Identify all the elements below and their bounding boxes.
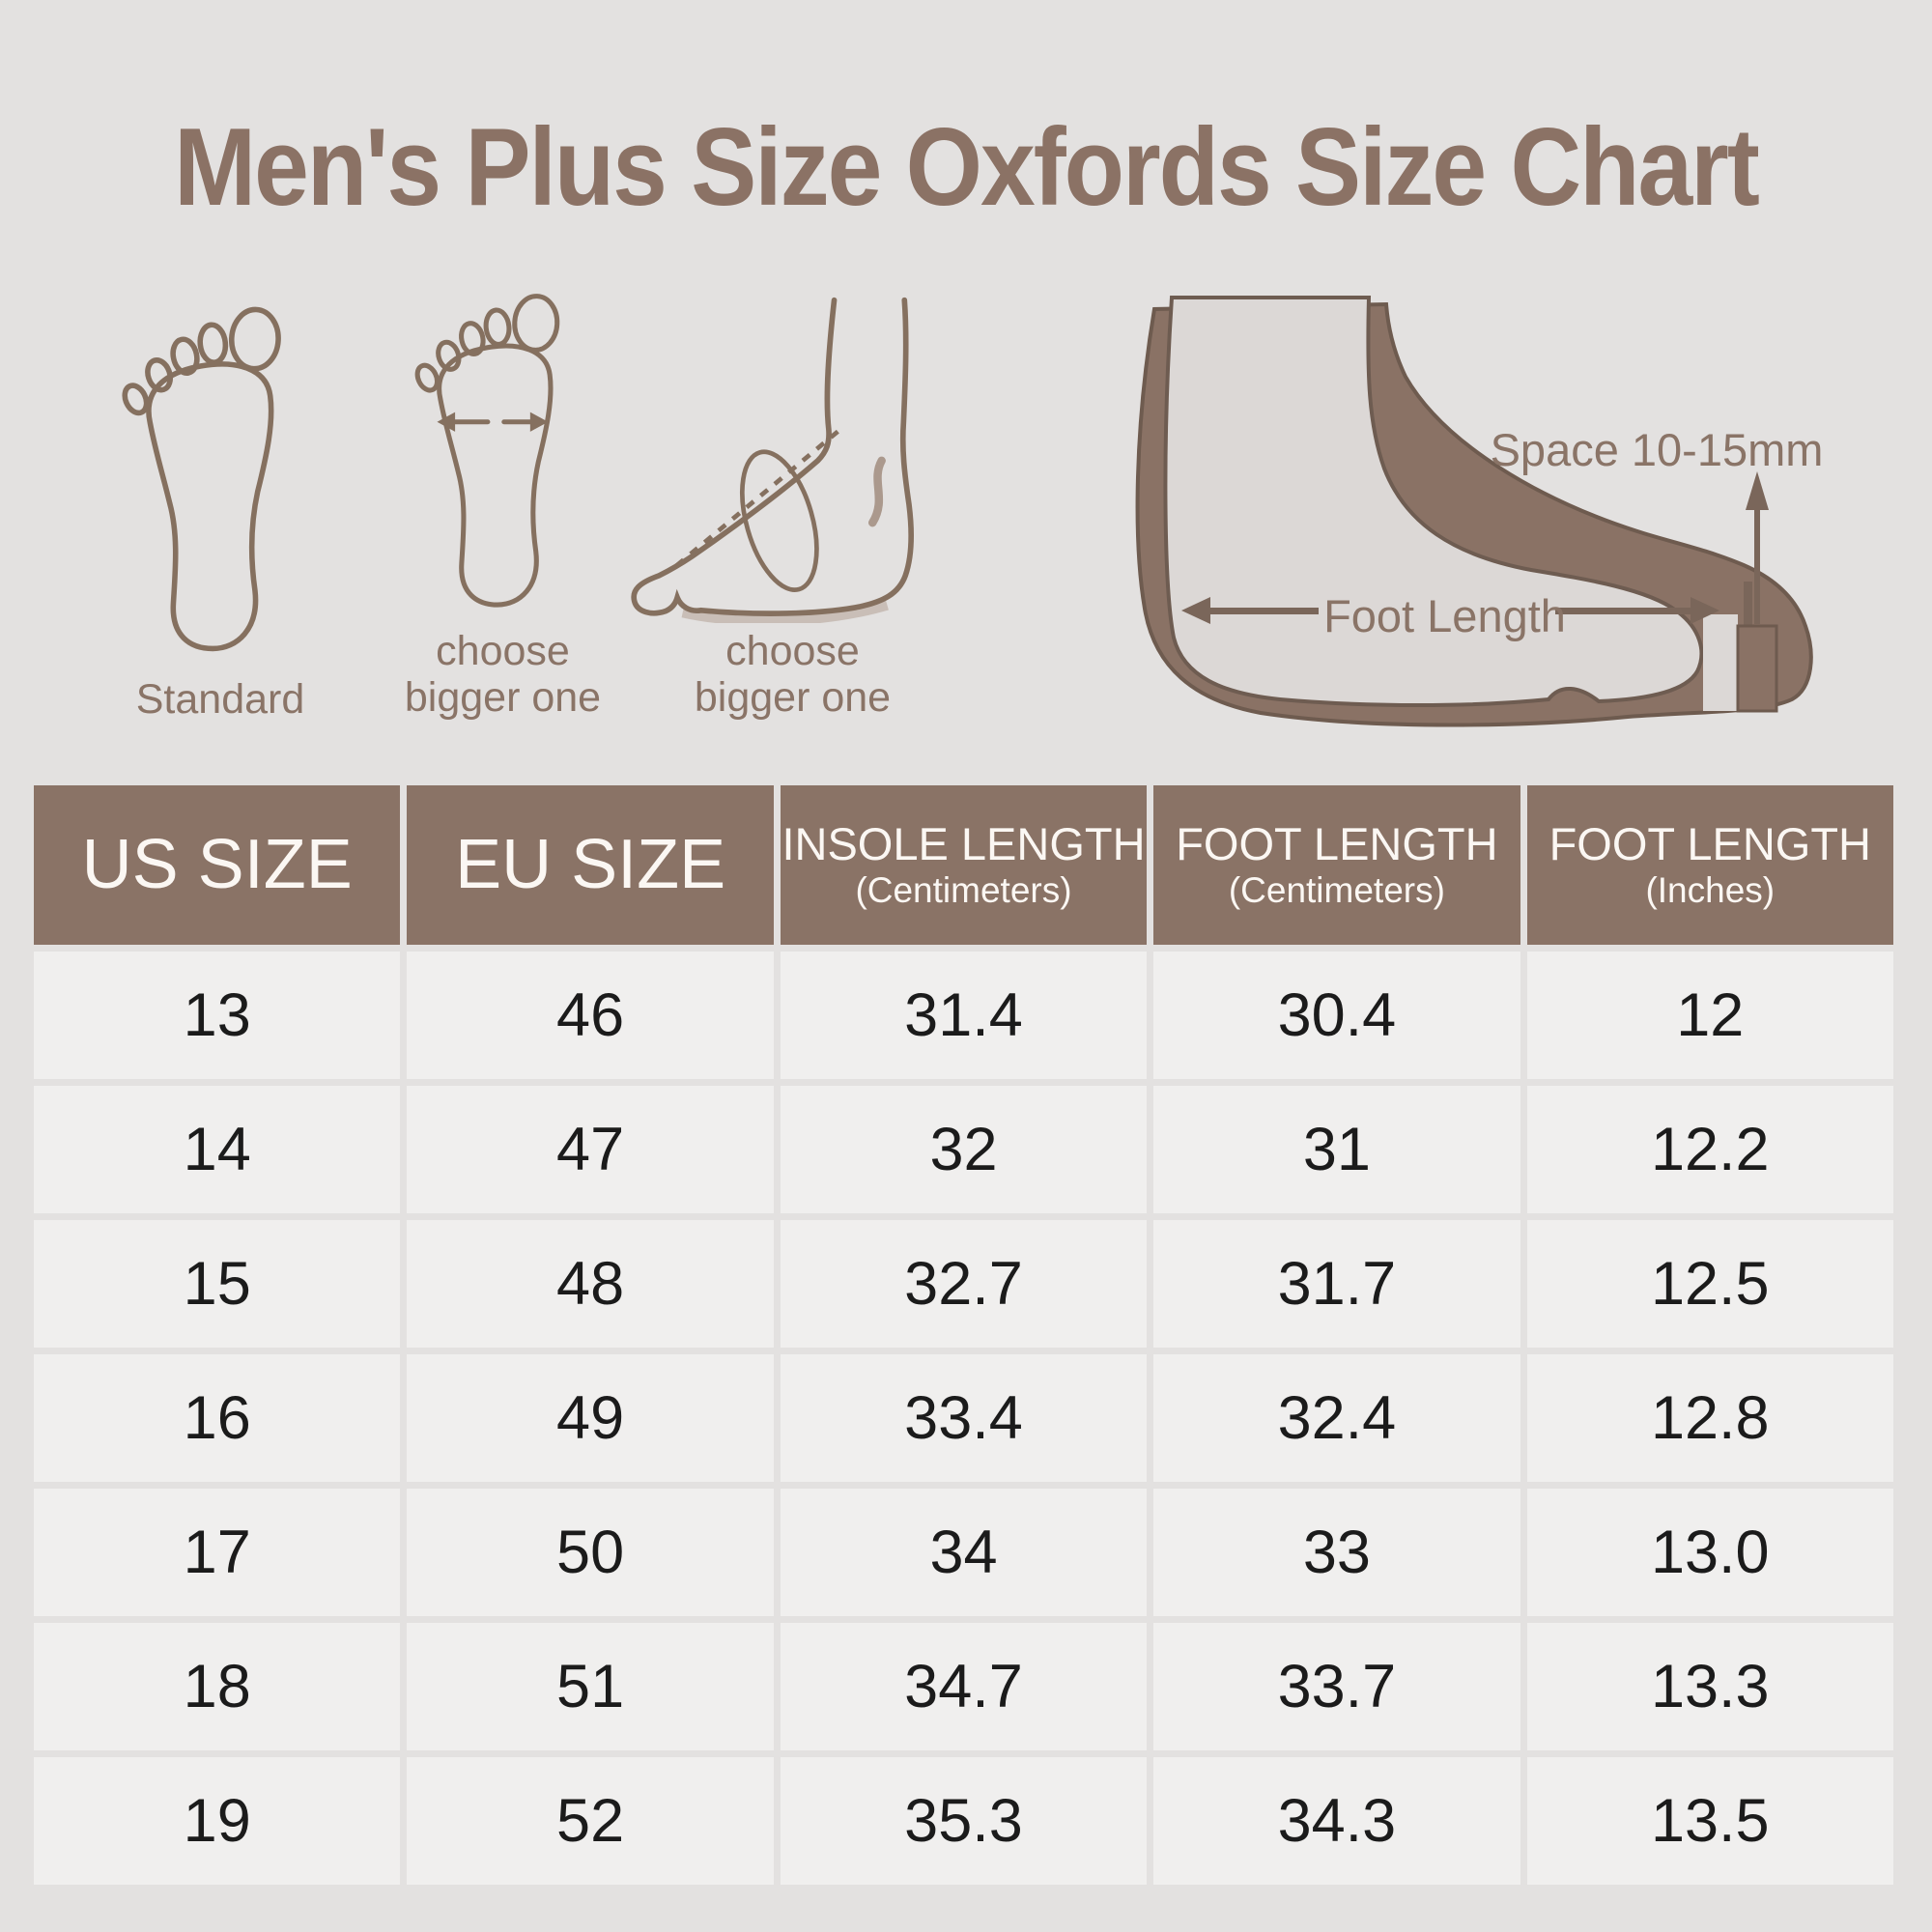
shoe-cross-section-icon [1135,296,1813,727]
table-cell: 32.4 [1153,1354,1520,1482]
column-title: INSOLE LENGTH [781,818,1146,870]
table-cell: 34 [780,1489,1148,1616]
foot-instep-label: choose bigger one [694,628,892,722]
table-cell: 33.4 [780,1354,1148,1482]
table-cell: 18 [34,1623,401,1750]
table-cell: 12 [1526,952,1893,1079]
table-cell: 31 [1153,1086,1520,1213]
size-table: US SIZE EU SIZE INSOLE LENGTH (Centimete… [34,785,1893,1885]
table-cell: 12.8 [1526,1354,1893,1482]
table-cell: 17 [34,1489,401,1616]
table-cell: 32.7 [780,1220,1148,1348]
foot-sole-icon [122,306,281,652]
table-cell: 13 [34,952,401,1079]
column-subtitle: (Centimeters) [855,870,1072,911]
table-cell: 34.7 [780,1623,1148,1750]
table-cell: 13.5 [1526,1757,1893,1885]
table-cell: 51 [407,1623,774,1750]
table-cell: 14 [34,1086,401,1213]
foot-side-view-icon [631,297,915,623]
table-cell: 19 [34,1757,401,1885]
table-cell: 30.4 [1153,952,1520,1079]
column-title: FOOT LENGTH [1176,818,1498,870]
table-cell: 34.3 [1153,1757,1520,1885]
column-title: EU SIZE [455,826,726,904]
foot-width-arrows-icon [414,294,560,608]
column-header-foot-length-cm: FOOT LENGTH (Centimeters) [1153,785,1520,945]
foot-length-annotation: Foot Length [1323,590,1566,641]
table-cell: 33.7 [1153,1623,1520,1750]
table-cell: 16 [34,1354,401,1482]
table-cell: 48 [407,1220,774,1348]
table-cell: 47 [407,1086,774,1213]
table-cell: 46 [407,952,774,1079]
table-cell: 12.2 [1526,1086,1893,1213]
table-cell: 32 [780,1086,1148,1213]
table-cell: 15 [34,1220,401,1348]
column-title: US SIZE [81,826,353,904]
table-cell: 35.3 [780,1757,1148,1885]
foot-width-label: choose bigger one [404,628,602,722]
column-header-us-size: US SIZE [34,785,401,945]
table-cell: 33 [1153,1489,1520,1616]
table-cell: 12.5 [1526,1220,1893,1348]
column-subtitle: (Inches) [1645,870,1776,911]
table-cell: 49 [407,1354,774,1482]
column-subtitle: (Centimeters) [1228,870,1445,911]
table-cell: 13.3 [1526,1623,1893,1750]
page-title: Men's Plus Size Oxfords Size Chart [174,105,1760,230]
table-cell: 13.0 [1526,1489,1893,1616]
space-annotation: Space 10-15mm [1490,424,1824,475]
foot-standard-label: Standard [135,676,305,723]
column-title: FOOT LENGTH [1548,818,1871,870]
column-header-eu-size: EU SIZE [407,785,774,945]
table-cell: 31.4 [780,952,1148,1079]
table-cell: 31.7 [1153,1220,1520,1348]
column-header-insole-length-cm: INSOLE LENGTH (Centimeters) [780,785,1148,945]
table-cell: 50 [407,1489,774,1616]
table-cell: 52 [407,1757,774,1885]
column-header-foot-length-in: FOOT LENGTH (Inches) [1526,785,1893,945]
